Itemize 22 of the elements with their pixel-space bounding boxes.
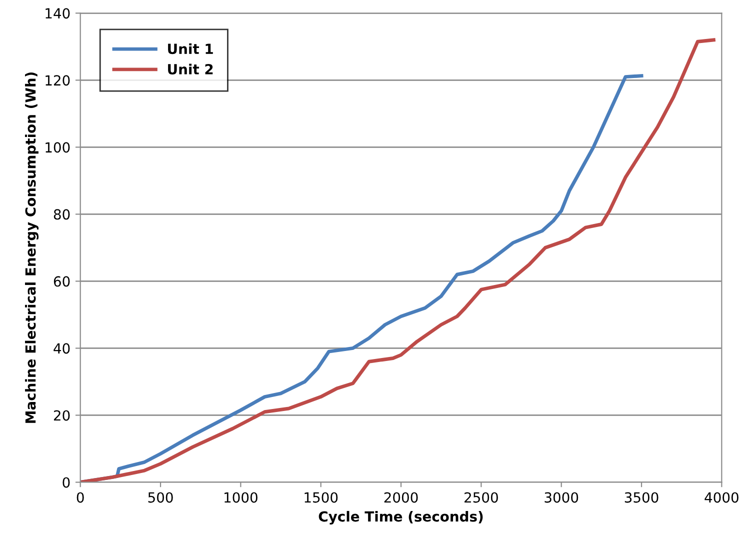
x-tick-label: 0 bbox=[76, 492, 84, 503]
y-tick-label: 120 bbox=[46, 75, 70, 86]
x-tick-label: 3500 bbox=[624, 492, 658, 503]
x-tick-label: 4000 bbox=[704, 492, 738, 503]
x-tick-label: 500 bbox=[148, 492, 173, 503]
y-tick-label: 100 bbox=[46, 142, 70, 153]
y-tick-label: 140 bbox=[46, 8, 70, 19]
x-tick-label: 2000 bbox=[384, 492, 418, 503]
y-tick-label: 20 bbox=[54, 410, 70, 421]
x-tick-label: 1000 bbox=[224, 492, 258, 503]
y-tick-label: 80 bbox=[54, 209, 70, 220]
x-axis-title: Cycle Time (seconds) bbox=[318, 510, 483, 525]
legend-label: Unit 1 bbox=[168, 43, 213, 54]
y-tick-label: 60 bbox=[54, 276, 70, 287]
legend-label: Unit 2 bbox=[168, 64, 213, 75]
line-series bbox=[80, 38, 716, 482]
x-tick-label: 2500 bbox=[464, 492, 498, 503]
y-tick-label: 0 bbox=[62, 477, 70, 488]
x-tick-label: 1500 bbox=[304, 492, 338, 503]
y-tick-label: 40 bbox=[54, 343, 70, 354]
y-axis-title: Machine Electrical Energy Consumption (Wh) bbox=[25, 72, 39, 423]
x-tick-label: 3000 bbox=[544, 492, 578, 503]
